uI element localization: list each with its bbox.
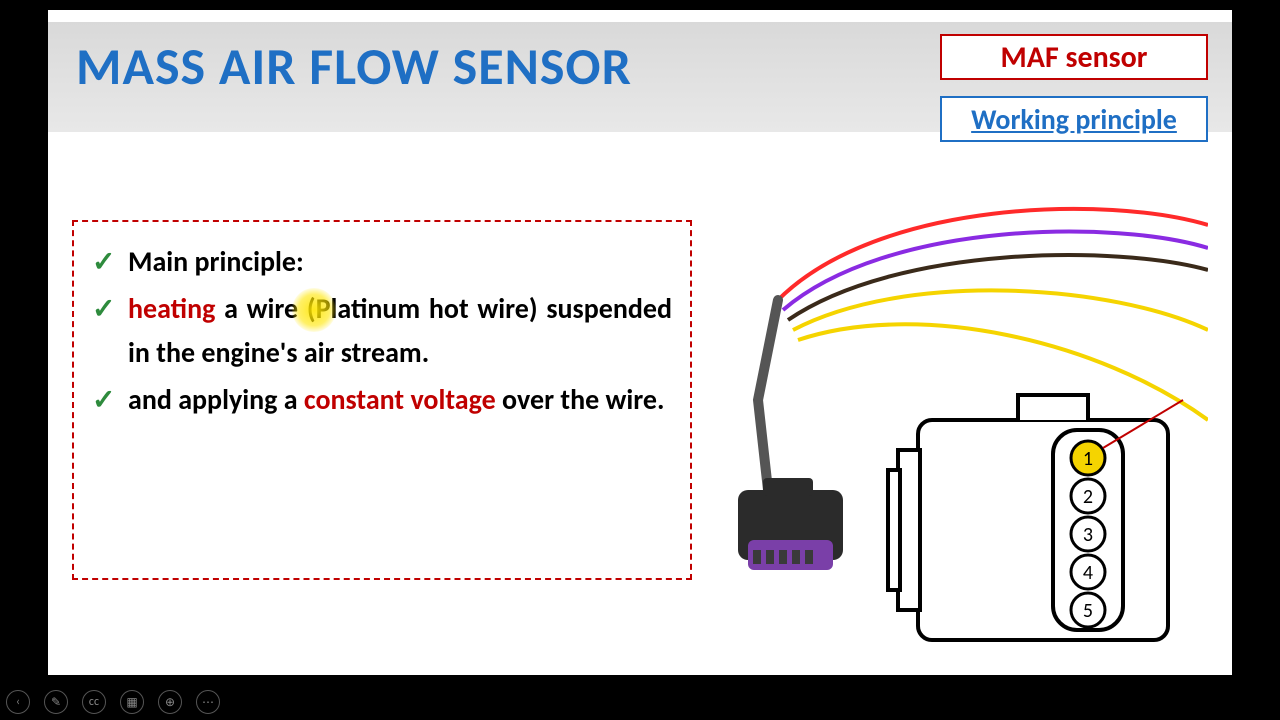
wire-purple xyxy=(783,232,1208,310)
slide: MASS AIR FLOW SENSOR MAF sensor Working … xyxy=(48,10,1232,675)
wire-yellow-2 xyxy=(798,324,1208,420)
pin-2-label: 2 xyxy=(1083,485,1093,509)
wire-bundle xyxy=(758,300,778,490)
wire-red xyxy=(778,209,1208,300)
connector-diagram: 1 2 3 4 5 xyxy=(718,190,1208,650)
connector-photo xyxy=(738,478,843,570)
subtitles-icon[interactable]: cc xyxy=(82,690,106,714)
bullet-3-red: constant voltage xyxy=(304,382,496,417)
bullet-3-pre: and applying a xyxy=(128,382,304,417)
bullet-1: Main principle: xyxy=(128,240,672,283)
bullet-2-red: heating xyxy=(128,291,215,326)
presenter-toolbar: ‹ ✎ cc ▦ ⊕ ⋯ xyxy=(6,690,220,714)
nav-left-icon[interactable]: ‹ xyxy=(6,690,30,714)
slide-title: MASS AIR FLOW SENSOR xyxy=(76,34,632,98)
wire-yellow-1 xyxy=(793,290,1208,330)
bullet-2: heating a wire (Platinum hot wire) suspe… xyxy=(128,287,672,374)
pen-icon[interactable]: ✎ xyxy=(44,690,68,714)
zoom-icon[interactable]: ⊕ xyxy=(158,690,182,714)
pin-5-label: 5 xyxy=(1083,599,1093,623)
bullet-3-post: over the wire. xyxy=(496,382,665,417)
pin-1-label: 1 xyxy=(1083,447,1093,471)
menu-icon[interactable]: ⋯ xyxy=(196,690,220,714)
connector-svg: 1 2 3 4 5 xyxy=(718,190,1208,650)
connector-diagram-outline: 1 2 3 4 5 xyxy=(888,395,1183,640)
badge-working-principle: Working principle xyxy=(940,96,1208,142)
pin-4-label: 4 xyxy=(1083,561,1093,585)
bullet-1-text: Main principle: xyxy=(128,244,304,279)
view-icon[interactable]: ▦ xyxy=(120,690,144,714)
pin-3-label: 3 xyxy=(1083,523,1093,547)
badge-maf-sensor: MAF sensor xyxy=(940,34,1208,80)
bullet-3: and applying a constant voltage over the… xyxy=(128,378,672,421)
content-box: Main principle: heating a wire (Platinum… xyxy=(72,220,692,580)
